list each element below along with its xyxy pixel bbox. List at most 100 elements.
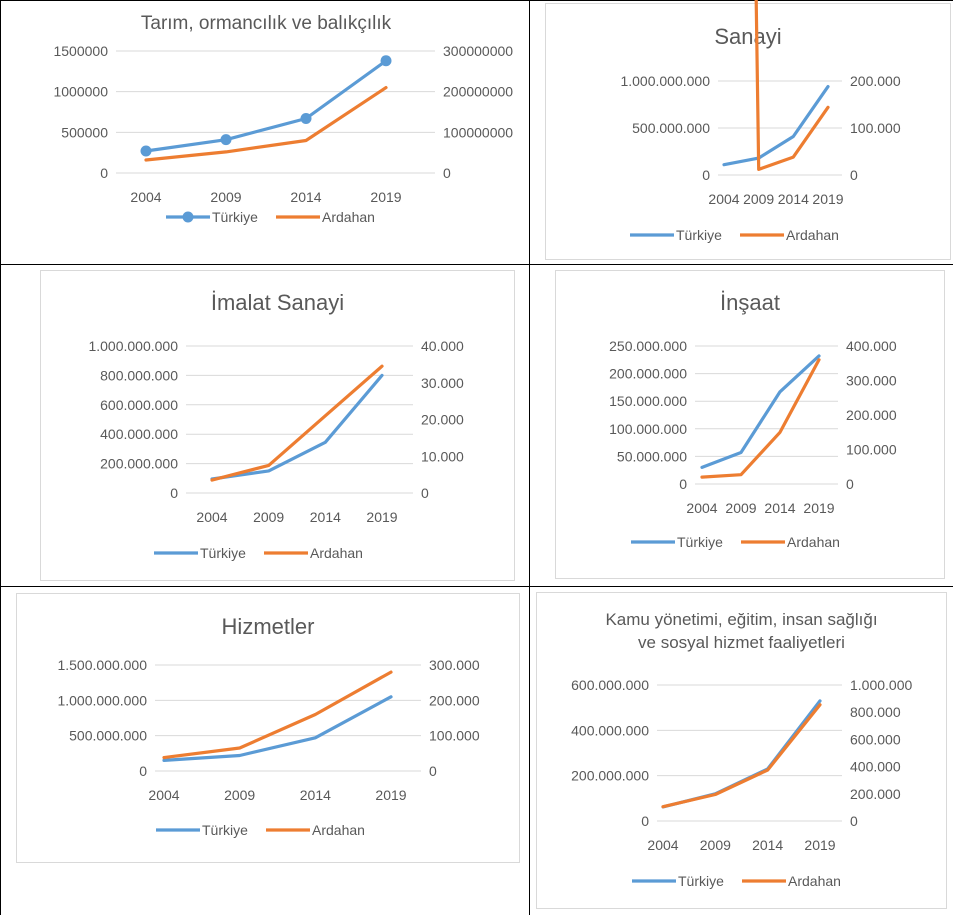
y-left-tick-label: 500000: [61, 124, 108, 140]
y-left-tick-label: 1.000.000.000: [620, 73, 710, 89]
y-left-tick-label: 0: [641, 813, 649, 829]
y-right-tick-label: 600.000: [850, 731, 901, 747]
y-right-tick-label: 0: [443, 165, 451, 181]
y-right-tick-label: 800.000: [850, 704, 901, 720]
x-tick-label: 2009: [224, 787, 255, 803]
y-right-tick-label: 100.000: [850, 120, 901, 136]
data-point-turkiye: [220, 134, 232, 146]
y-right-tick-label: 100.000: [846, 442, 897, 458]
y-left-tick-label: 200.000.000: [609, 366, 687, 382]
y-left-tick-label: 200.000.000: [100, 456, 178, 472]
y-left-tick-label: 400.000.000: [100, 426, 178, 442]
y-left-tick-label: 1000000: [53, 84, 108, 100]
y-right-tick-label: 20.000: [421, 412, 464, 428]
chart-title: İnşaat: [720, 290, 780, 315]
y-right-tick-label: 400.000: [846, 338, 897, 354]
series-line-turkiye: [210, 373, 384, 481]
chart-panel-hizmetler: Hizmetler 0 500.000.000 1.000.000.000 1.500.…: [16, 593, 520, 863]
chart-title: Kamu yönetimi, eğitim, insan sağlığı: [605, 610, 877, 629]
x-tick-label: 2014: [778, 191, 809, 207]
y-left-tick-label: 0: [100, 165, 108, 181]
x-tick-label: 2014: [290, 189, 321, 205]
chart-panel-sanayi: Sanayi 0 500.000.000 1.000.000.000 0 100.000 2…: [545, 0, 951, 260]
x-tick-label: 2004: [686, 500, 717, 516]
chart-panel-imalat: İmalat Sanayi 0 200.000.000 400.000.000 600.…: [40, 270, 515, 581]
x-tick-label: 2019: [375, 787, 406, 803]
y-right-tick-label: 0: [850, 813, 858, 829]
y-right-tick-label: 200.000: [846, 407, 897, 423]
series-line-ardahan: [661, 703, 822, 809]
x-tick-label: 2004: [708, 191, 739, 207]
series-line-turkiye: [700, 354, 821, 469]
chart-title: ve sosyal hizmet faaliyetleri: [638, 633, 845, 652]
chart-imalat: İmalat Sanayi 0 200.000.000 400.000.000 600.…: [88, 290, 464, 561]
table-border-middle-vertical: [529, 0, 530, 915]
series-line-turkiye: [722, 85, 830, 167]
y-right-tick-label: 10.000: [421, 448, 464, 464]
series-line-ardahan: [754, 0, 830, 171]
x-tick-label: 2019: [370, 189, 401, 205]
data-point-turkiye: [300, 113, 312, 125]
y-left-tick-label: 1.500.000.000: [57, 657, 147, 673]
x-tick-label: 2004: [647, 837, 678, 853]
chart-title: Hizmetler: [222, 614, 315, 639]
y-left-tick-label: 600.000.000: [100, 397, 178, 413]
legend-label-turkiye: Türkiye: [202, 822, 248, 838]
y-left-tick-label: 800.000.000: [100, 367, 178, 383]
y-right-tick-label: 0: [429, 763, 437, 779]
y-left-tick-label: 0: [702, 167, 710, 183]
x-tick-label: 2014: [310, 509, 341, 525]
legend-label-ardahan: Ardahan: [322, 209, 375, 225]
series-line-ardahan: [700, 358, 821, 479]
y-right-tick-label: 30.000: [421, 375, 464, 391]
y-right-tick-label: 400.000: [850, 759, 901, 775]
y-right-tick-label: 0: [421, 485, 429, 501]
y-left-tick-label: 1.000.000.000: [88, 338, 178, 354]
x-tick-label: 2019: [803, 500, 834, 516]
y-right-tick-label: 300000000: [443, 43, 513, 59]
x-tick-label: 2019: [812, 191, 843, 207]
chart-title: Tarım, ormancılık ve balıkçılık: [141, 13, 392, 34]
table-row-divider-1: [0, 264, 953, 265]
y-right-tick-label: 100.000: [429, 728, 480, 744]
x-tick-label: 2009: [253, 509, 284, 525]
series-line-ardahan: [210, 364, 384, 482]
x-tick-label: 2014: [752, 837, 783, 853]
y-right-tick-label: 100000000: [443, 124, 513, 140]
y-left-tick-label: 1.000.000.000: [57, 692, 147, 708]
y-right-tick-label: 300.000: [846, 373, 897, 389]
series-line-turkiye: [661, 699, 822, 809]
x-tick-label: 2009: [210, 189, 241, 205]
legend-label-turkiye: Türkiye: [212, 209, 258, 225]
legend-label-ardahan: Ardahan: [788, 873, 841, 889]
table-border-top: [0, 0, 953, 1]
chart-panel-tarim: Tarım, ormancılık ve balıkçılık 0 500000 10…: [8, 3, 524, 257]
y-right-tick-label: 200.000: [850, 786, 901, 802]
y-right-tick-label: 0: [850, 167, 858, 183]
chart-title: Sanayi: [714, 24, 781, 49]
y-right-tick-label: 200.000: [850, 73, 901, 89]
series-line-ardahan: [162, 670, 393, 760]
y-left-tick-label: 500.000.000: [632, 120, 710, 136]
y-right-tick-label: 40.000: [421, 338, 464, 354]
x-tick-label: 2004: [148, 787, 179, 803]
legend-marker-turkiye: [182, 211, 194, 223]
legend-label-ardahan: Ardahan: [786, 227, 839, 243]
table-border-left: [0, 0, 1, 915]
x-tick-label: 2014: [300, 787, 331, 803]
legend-label-turkiye: Türkiye: [676, 227, 722, 243]
legend-label-turkiye: Türkiye: [200, 545, 246, 561]
chart-panel-insaat: İnşaat 0 50.000.000 100.000.000 150.000.000 2…: [555, 270, 945, 579]
legend-label-ardahan: Ardahan: [310, 545, 363, 561]
chart-kamu: Kamu yönetimi, eğitim, insan sağlığı ve s…: [571, 610, 912, 889]
chart-insaat: İnşaat 0 50.000.000 100.000.000 150.000.000 2…: [609, 290, 897, 550]
chart-hizmetler: Hizmetler 0 500.000.000 1.000.000.000 1.500.…: [57, 614, 480, 838]
y-left-tick-label: 0: [139, 763, 147, 779]
series-line-ardahan: [144, 86, 388, 162]
x-tick-label: 2004: [196, 509, 227, 525]
y-right-tick-label: 200.000: [429, 692, 480, 708]
legend-label-turkiye: Türkiye: [678, 873, 724, 889]
legend-label-ardahan: Ardahan: [312, 822, 365, 838]
x-tick-label: 2019: [366, 509, 397, 525]
y-left-tick-label: 0: [679, 476, 687, 492]
